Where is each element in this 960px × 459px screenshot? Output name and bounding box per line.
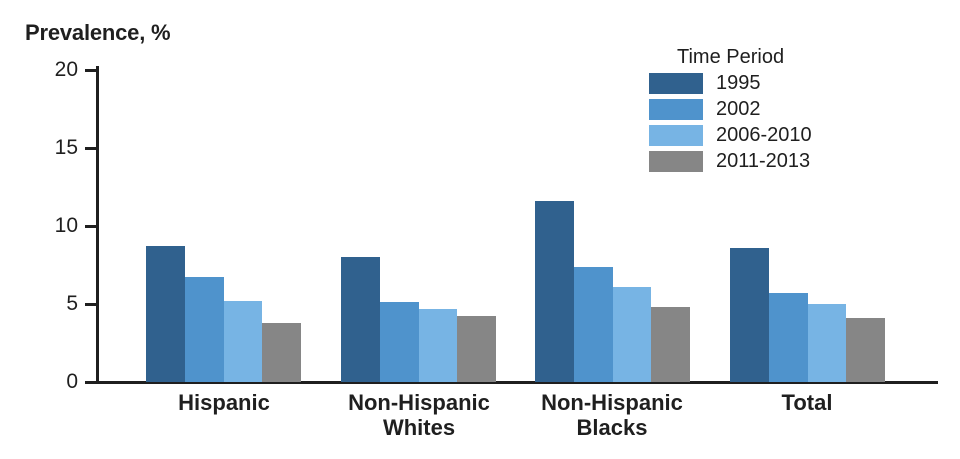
x-axis-line: [96, 381, 938, 384]
y-tick-label-15: 15: [54, 136, 78, 159]
bar-non-hispanic-whites-2011-2013: [457, 316, 496, 382]
category-label-non-hispanic-blacks: Non-Hispanic Blacks: [541, 390, 683, 440]
legend-entry-2002: 2002: [649, 99, 761, 120]
bar-total-2002: [769, 293, 808, 382]
y-tick-label-10: 10: [54, 214, 78, 237]
bar-total-2011-2013: [846, 318, 885, 382]
bar-hispanic-2002: [185, 277, 224, 382]
legend-label-1995: 1995: [716, 72, 761, 94]
y-tick-mark-20: [85, 68, 96, 72]
legend-title: Time Period: [677, 46, 785, 68]
bar-total-2006-2010: [808, 304, 846, 382]
y-axis-title: Prevalence, %: [25, 20, 171, 45]
y-tick-label-0: 0: [66, 370, 78, 393]
bar-hispanic-2006-2010: [224, 301, 262, 382]
bar-hispanic-1995: [146, 246, 185, 382]
y-tick-label-20: 20: [54, 58, 78, 81]
bar-non-hispanic-whites-2002: [380, 302, 419, 382]
category-label-non-hispanic-whites: Non-Hispanic Whites: [348, 390, 490, 440]
bar-hispanic-2011-2013: [262, 323, 301, 382]
bar-non-hispanic-blacks-1995: [535, 201, 574, 382]
bar-non-hispanic-whites-1995: [341, 257, 380, 382]
bar-non-hispanic-whites-2006-2010: [419, 309, 457, 382]
y-axis-line: [96, 66, 99, 384]
y-tick-mark-0: [85, 380, 96, 384]
legend-label-2011-2013: 2011-2013: [716, 150, 811, 172]
legend-label-2002: 2002: [716, 98, 761, 120]
legend-swatch-2006-2010: [649, 125, 703, 146]
y-tick-label-5: 5: [66, 292, 78, 315]
bar-non-hispanic-blacks-2006-2010: [613, 287, 651, 382]
category-label-hispanic: Hispanic: [178, 390, 270, 415]
bar-total-1995: [730, 248, 769, 382]
y-tick-mark-5: [85, 302, 96, 306]
bar-non-hispanic-blacks-2002: [574, 267, 613, 382]
legend-swatch-2011-2013: [649, 151, 703, 172]
y-tick-mark-15: [85, 146, 96, 150]
legend-entry-2011-2013: 2011-2013: [649, 151, 810, 172]
legend-swatch-2002: [649, 99, 703, 120]
legend-swatch-1995: [649, 73, 703, 94]
category-label-total: Total: [781, 390, 833, 415]
legend-entry-1995: 1995: [649, 73, 761, 94]
legend-entry-2006-2010: 2006-2010: [649, 125, 812, 146]
y-tick-mark-10: [85, 224, 96, 228]
bar-non-hispanic-blacks-2011-2013: [651, 307, 690, 382]
legend-label-2006-2010: 2006-2010: [716, 124, 812, 146]
